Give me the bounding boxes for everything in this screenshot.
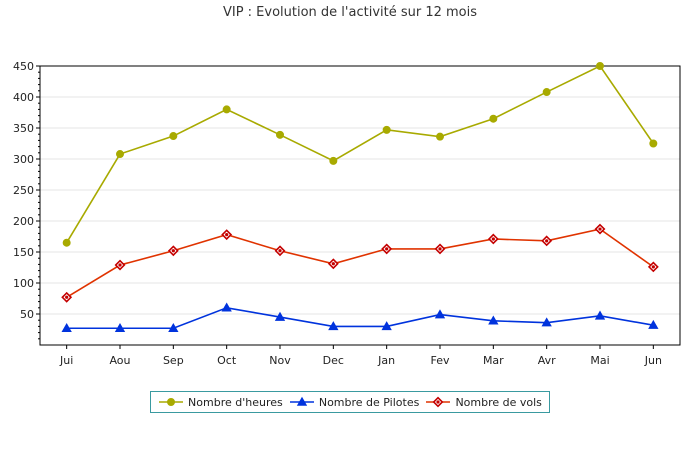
grid-lines <box>40 65 680 315</box>
line-chart: 50 100 150 200 250 300 350 400 450 Jui Aou Sep Oct N… <box>13 60 681 367</box>
y-tick-label: 200 <box>13 215 34 228</box>
data-point <box>648 319 659 329</box>
series-1 <box>62 62 658 247</box>
marker-dot <box>331 262 335 266</box>
data-point <box>221 302 232 312</box>
legend-swatch <box>159 398 184 406</box>
legend-label: Nombre d'heures <box>188 395 283 409</box>
plot-area <box>39 65 681 346</box>
x-tick-label: Nov <box>269 354 291 367</box>
data-point <box>222 105 231 114</box>
x-tick-label: Mar <box>483 354 504 367</box>
series-3 <box>61 223 659 303</box>
data-point <box>596 62 604 70</box>
data-point <box>488 315 499 325</box>
marker-dot <box>436 400 441 404</box>
legend-label: Nombre de vols <box>455 395 542 409</box>
marker-dot <box>438 247 442 251</box>
series-layer <box>61 62 659 332</box>
data-point <box>276 130 284 139</box>
x-tick-label: Oct <box>217 354 237 367</box>
marker-dot <box>278 249 282 253</box>
series-2 <box>61 302 659 332</box>
x-tick-label: Jui <box>59 354 73 367</box>
marker-dot <box>651 265 655 269</box>
legend-item: Nombre de vols <box>425 395 542 409</box>
legend: Nombre d'heures Nombre de Pilotes Nombre d… <box>150 391 550 413</box>
y-tick-label: 450 <box>13 60 34 73</box>
data-point <box>382 125 391 134</box>
series-line <box>66 306 654 330</box>
legend-item: Nombre de Pilotes <box>289 395 420 409</box>
y-tick-label: 100 <box>13 277 34 290</box>
marker-dot <box>118 263 122 267</box>
data-point <box>489 114 498 123</box>
marker-dot <box>385 247 389 251</box>
y-tick-label: 400 <box>13 91 34 104</box>
marker-dot <box>545 239 549 243</box>
marker-dot <box>491 237 495 241</box>
data-point <box>541 317 552 327</box>
legend-marker <box>296 396 308 406</box>
data-point <box>649 139 658 148</box>
data-point <box>61 322 72 332</box>
data-point <box>594 310 606 320</box>
x-axis: Jui Aou Sep Oct Nov Dec Jan Fev Mar Avr Mai Jun <box>59 345 662 367</box>
legend-swatch <box>426 396 451 408</box>
y-axis: 50 100 150 200 250 300 350 400 450 <box>13 60 40 340</box>
legend-label: Nombre de Pilotes <box>318 395 420 409</box>
legend-swatch <box>289 396 314 406</box>
x-tick-label: Jan <box>377 354 395 367</box>
data-point <box>381 321 392 331</box>
data-point <box>116 150 124 159</box>
y-tick-label: 350 <box>13 122 34 135</box>
data-point <box>274 311 286 321</box>
x-tick-label: Avr <box>538 354 556 367</box>
legend-item: Nombre d'heures <box>158 396 283 409</box>
legend-marker <box>167 398 176 406</box>
data-point <box>62 238 71 247</box>
y-tick-label: 150 <box>13 246 34 259</box>
data-point <box>436 132 444 141</box>
y-tick-label: 300 <box>13 153 34 166</box>
marker-dot <box>171 249 175 253</box>
marker-dot <box>598 227 602 231</box>
y-tick-label: 250 <box>13 184 34 197</box>
data-point <box>169 132 178 141</box>
series-line <box>65 64 654 244</box>
data-point <box>434 309 446 319</box>
x-tick-label: Fev <box>430 354 449 367</box>
data-point <box>542 88 551 97</box>
marker-dot <box>225 233 229 237</box>
data-point <box>168 322 179 332</box>
x-tick-label: Sep <box>163 354 184 367</box>
data-point <box>329 156 338 165</box>
x-tick-label: Mai <box>590 354 609 367</box>
data-point <box>114 322 126 332</box>
chart-title: VIP : Evolution de l'activité sur 12 moi… <box>222 5 478 20</box>
x-tick-label: Jun <box>644 354 662 367</box>
data-point <box>328 321 339 331</box>
x-tick-label: Aou <box>109 354 130 367</box>
marker-dot <box>65 295 69 299</box>
series-line <box>66 228 654 298</box>
y-tick-label: 50 <box>20 308 34 321</box>
x-tick-label: Dec <box>323 354 344 367</box>
